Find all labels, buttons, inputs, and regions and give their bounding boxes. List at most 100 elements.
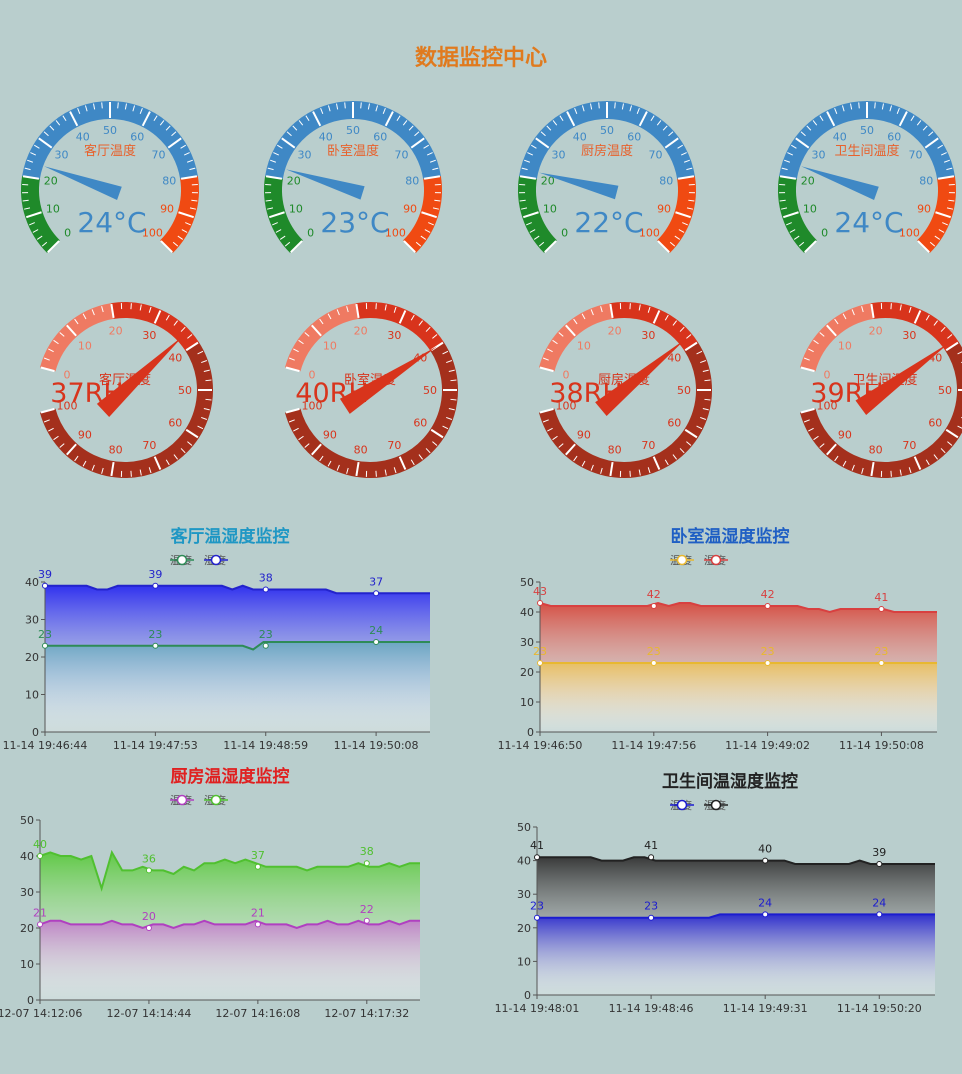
humidity-gauge: 0 10 20 30 40 50 60 70 80 90 100 厨房湿度 38RH bbox=[504, 290, 714, 490]
gauge-tick-label: 50 bbox=[346, 124, 360, 137]
gauge-tick-label: 30 bbox=[551, 149, 565, 162]
gauge-tick-label: 20 bbox=[801, 175, 815, 188]
data-point bbox=[878, 606, 885, 612]
series-area bbox=[537, 914, 935, 995]
gauge-tick-label: 80 bbox=[405, 175, 419, 188]
y-tick-label: 0 bbox=[524, 989, 531, 1002]
legend-item[interactable]: 湿度 bbox=[704, 797, 728, 813]
gauge-value: 24°C bbox=[834, 206, 903, 239]
x-tick-label: 11-14 19:48:59 bbox=[223, 739, 308, 752]
area-chart: 厨房温湿度监控温度湿度 0 10 20 30 40 50 12-07 14:12:06 12-0… bbox=[0, 760, 440, 1030]
gauge-tick-label: 30 bbox=[902, 329, 916, 342]
legend-marker-icon bbox=[170, 794, 194, 806]
temperature-gauge: 0 10 20 30 40 50 60 70 80 90 100 客厅温度 24°C bbox=[5, 95, 215, 295]
x-tick-label: 12-07 14:14:44 bbox=[106, 1007, 191, 1020]
legend-marker-icon bbox=[204, 794, 228, 806]
data-point bbox=[764, 660, 771, 666]
data-label: 36 bbox=[142, 852, 156, 865]
gauge-tick-label: 100 bbox=[817, 400, 838, 413]
gauge-tick-label: 30 bbox=[811, 149, 825, 162]
gauge-value: 24°C bbox=[77, 206, 146, 239]
gauge-pointer bbox=[855, 342, 950, 416]
data-point bbox=[145, 867, 152, 874]
data-point bbox=[363, 860, 370, 867]
gauge-tick-label: 10 bbox=[289, 203, 303, 216]
temperature-gauge-dial: 0 10 20 30 40 50 60 70 80 90 100 厨房温度 22°C bbox=[518, 101, 696, 253]
humidity-gauge: 0102030405060708090100卧室湿度40RH bbox=[250, 290, 460, 490]
gauge-tick-label: 100 bbox=[899, 226, 920, 239]
gauge-pointer bbox=[96, 335, 184, 418]
legend-marker-icon bbox=[670, 799, 694, 811]
gauge-tick-label: 100 bbox=[385, 226, 406, 239]
gauge-tick-label: 30 bbox=[142, 329, 156, 342]
x-tick-label: 12-07 14:17:32 bbox=[324, 1007, 409, 1020]
chart-plot: 0 10 20 30 40 50 11-14 19:48:01 11-14 19:48:46 1… bbox=[495, 821, 935, 1015]
y-tick-label: 10 bbox=[517, 955, 531, 968]
data-label: 37 bbox=[251, 849, 265, 862]
legend-item[interactable]: 湿度 bbox=[704, 552, 728, 568]
area-chart: 客厅温湿度监控温度湿度 0 10 20 30 40 11-14 19:46:44 11-14 … bbox=[0, 520, 450, 762]
gauge-tick-label: 0 bbox=[309, 368, 316, 381]
legend-item[interactable]: 温度 bbox=[170, 552, 194, 568]
gauge-tick-label: 10 bbox=[838, 339, 852, 352]
legend-item[interactable]: 湿度 bbox=[204, 552, 228, 568]
gauge-tick-label: 80 bbox=[869, 443, 883, 456]
gauge-tick-label: 60 bbox=[667, 417, 681, 430]
gauge-tick-label: 10 bbox=[323, 339, 337, 352]
gauge-tick-label: 60 bbox=[627, 131, 641, 144]
x-tick-label: 12-07 14:16:08 bbox=[215, 1007, 300, 1020]
y-tick-label: 0 bbox=[27, 994, 34, 1007]
data-label: 21 bbox=[251, 906, 265, 919]
x-tick-label: 11-14 19:46:50 bbox=[498, 739, 583, 752]
gauge-tick-label: 40 bbox=[833, 131, 847, 144]
data-point bbox=[764, 603, 771, 609]
temperature-gauge-dial: 0 10 20 30 40 50 60 70 80 90 100 卧室温度 23°C bbox=[264, 101, 442, 253]
gauge-tick-label: 10 bbox=[78, 339, 92, 352]
area-chart: 卫生间温湿度监控温度湿度 0 10 20 30 40 50 11-14 19:48:01 11-… bbox=[495, 765, 955, 1025]
data-point bbox=[152, 582, 159, 589]
y-tick-label: 40 bbox=[517, 855, 531, 868]
chart-legend[interactable]: 温度湿度 bbox=[670, 552, 728, 568]
gauge-pointer bbox=[44, 166, 122, 200]
legend-item[interactable]: 湿度 bbox=[204, 792, 228, 808]
gauge-tick-label: 10 bbox=[803, 203, 817, 216]
data-point bbox=[42, 582, 48, 589]
x-tick-label: 11-14 19:50:08 bbox=[334, 739, 419, 752]
gauge-tick-label: 70 bbox=[142, 439, 156, 452]
data-point bbox=[650, 603, 657, 609]
legend-item[interactable]: 温度 bbox=[170, 792, 194, 808]
y-tick-label: 40 bbox=[25, 576, 39, 589]
series-line bbox=[537, 856, 935, 865]
gauge-tick-label: 90 bbox=[78, 429, 92, 442]
humidity-gauge: 0 10 20 30 40 50 60 70 80 90 100 客厅湿度 37RH bbox=[5, 290, 215, 490]
data-label: 38 bbox=[360, 845, 374, 858]
data-point bbox=[878, 660, 885, 666]
gauge-label: 卧室温度 bbox=[327, 143, 379, 159]
series-line bbox=[45, 584, 430, 595]
temperature-gauge: 0 10 20 30 40 50 60 70 80 90 100 厨房温度 22°C bbox=[502, 95, 712, 295]
y-tick-label: 30 bbox=[20, 886, 34, 899]
gauge-tick-label: 50 bbox=[600, 124, 614, 137]
gauge-label: 卫生间温度 bbox=[834, 143, 899, 159]
data-label: 24 bbox=[872, 896, 886, 909]
gauge-tick-label: 50 bbox=[677, 384, 691, 397]
legend-item[interactable]: 温度 bbox=[670, 797, 694, 813]
data-label: 42 bbox=[761, 588, 775, 601]
chart-legend[interactable]: 温度湿度 bbox=[170, 792, 228, 808]
gauge-tick-label: 60 bbox=[130, 131, 144, 144]
chart-legend[interactable]: 温度湿度 bbox=[670, 797, 728, 813]
gauge-tick-label: 10 bbox=[46, 203, 60, 216]
y-tick-label: 40 bbox=[520, 606, 534, 619]
legend-item[interactable]: 温度 bbox=[670, 552, 694, 568]
chart-legend[interactable]: 温度湿度 bbox=[170, 552, 228, 568]
gauge-tick-label: 80 bbox=[608, 443, 622, 456]
data-point bbox=[876, 860, 883, 867]
gauge-tick-label: 10 bbox=[543, 203, 557, 216]
gauge-tick-label: 70 bbox=[641, 439, 655, 452]
data-label: 23 bbox=[38, 628, 52, 641]
gauge-tick-label: 100 bbox=[57, 400, 78, 413]
legend-marker-icon bbox=[670, 554, 694, 566]
chart-title: 卫生间温湿度监控 bbox=[662, 772, 798, 792]
series-line bbox=[537, 913, 935, 919]
